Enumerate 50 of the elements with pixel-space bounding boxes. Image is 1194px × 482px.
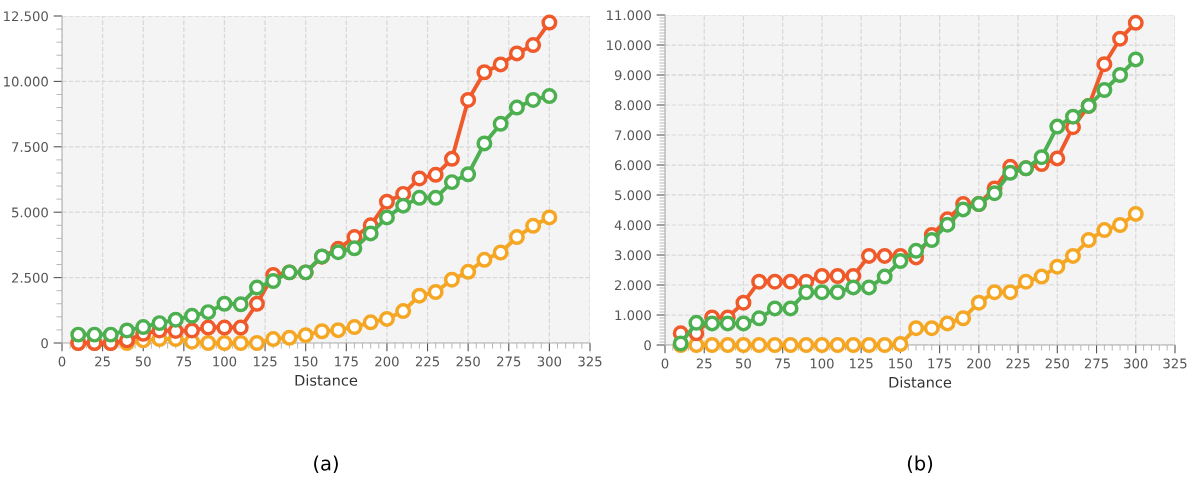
x-tick-label: 25 (95, 356, 110, 367)
x-tick-label: 175 (928, 358, 952, 369)
x-tick-label: 250 (1045, 358, 1070, 369)
x-tick-label: 225 (415, 356, 439, 367)
x-tick-label: 75 (775, 358, 790, 369)
y-tick-label: 9.000 (614, 70, 651, 81)
y-tick-label: 5.000 (615, 190, 651, 201)
x-tick-label: 250 (456, 356, 480, 367)
y-tick-label: 2.500 (12, 272, 48, 283)
y-tick-label: 0 (644, 340, 651, 351)
x-axis-title: Distance (889, 376, 952, 388)
x-tick-label: 225 (1006, 358, 1030, 369)
x-tick-label: 200 (375, 356, 399, 367)
x-tick-label: 325 (1163, 358, 1187, 369)
x-tick-label: 200 (967, 358, 991, 369)
text: (a) (314, 455, 338, 473)
x-tick-label: 0 (58, 356, 66, 367)
y-tick-label: 0 (41, 338, 48, 349)
y-tick-label: 1.000 (615, 310, 651, 321)
x-tick-label: 150 (889, 358, 913, 369)
y-tick-label: 6.000 (614, 160, 651, 171)
y-tick-label: 7.500 (12, 142, 48, 152)
y-tick-label: 7.000 (615, 130, 651, 141)
x-tick-label: 125 (850, 358, 873, 369)
x-tick-label: 0 (661, 358, 669, 369)
x-tick-label: 300 (1124, 358, 1148, 369)
y-tick-label: 5.000 (12, 207, 48, 218)
text: (b) (907, 455, 933, 473)
y-tick-label: 2.000 (615, 280, 651, 291)
y-tick-label: 8.000 (614, 100, 651, 111)
y-tick-label: 3.000 (615, 250, 651, 261)
x-tick-label: 325 (578, 356, 602, 367)
x-tick-label: 275 (1084, 358, 1108, 369)
y-tick-label: 10.000 (607, 40, 651, 51)
y-tick-label: 10.000 (4, 76, 48, 87)
x-tick-label: 100 (213, 356, 237, 367)
x-tick-label: 150 (294, 356, 318, 367)
y-tick-label: 11.000 (607, 10, 651, 21)
x-tick-label: 75 (176, 356, 192, 367)
x-tick-label: 100 (810, 358, 834, 369)
x-tick-label: 125 (253, 356, 277, 367)
x-tick-label: 175 (335, 356, 358, 367)
x-axis-title: Distance (295, 374, 358, 386)
y-tick-label: 12.500 (4, 11, 48, 22)
x-tick-label: 300 (537, 356, 562, 367)
y-tick-label: 4.000 (614, 220, 651, 231)
x-tick-label: 50 (736, 358, 751, 369)
x-tick-label: 275 (497, 356, 521, 367)
x-tick-label: 25 (696, 358, 712, 369)
x-tick-label: 50 (135, 356, 151, 367)
